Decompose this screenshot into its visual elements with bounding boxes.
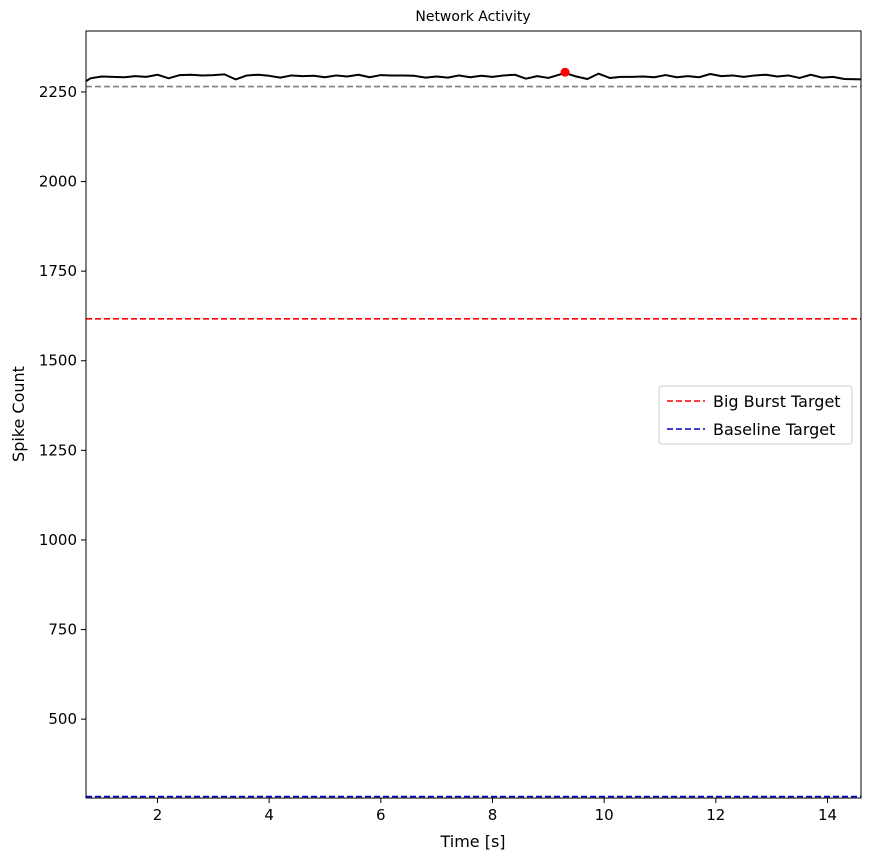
legend-label-big-burst-target: Big Burst Target <box>713 392 841 411</box>
y-tick-label: 2000 <box>39 173 77 191</box>
x-axis-title: Time [s] <box>439 832 505 851</box>
y-tick-label: 2250 <box>39 83 77 101</box>
peak-marker <box>560 67 570 77</box>
legend-box <box>658 385 853 445</box>
x-tick-label: 8 <box>488 806 498 824</box>
y-tick-label: 1250 <box>39 441 77 459</box>
activity-line <box>85 71 862 83</box>
plot-frame <box>85 30 862 799</box>
x-tick-label: 12 <box>706 806 725 824</box>
x-tick-label: 4 <box>264 806 274 824</box>
x-axis: 2 4 6 8 10 12 14 <box>153 798 837 824</box>
y-tick-label: 500 <box>48 710 77 728</box>
y-tick-label: 1750 <box>39 262 77 280</box>
y-tick-label: 1500 <box>39 352 77 370</box>
y-tick-label: 750 <box>48 621 77 639</box>
plot-area <box>85 67 862 798</box>
y-axis-title: Spike Count <box>9 366 28 462</box>
legend-label-baseline-target: Baseline Target <box>713 420 835 439</box>
x-tick-label: 6 <box>376 806 386 824</box>
x-tick-label: 14 <box>818 806 837 824</box>
chart-title: Network Activity <box>415 9 530 25</box>
legend: Big Burst Target Baseline Target <box>658 385 853 445</box>
y-axis: 500 750 1000 1250 1500 1750 2000 2250 <box>39 83 86 728</box>
y-tick-label: 1000 <box>39 531 77 549</box>
x-tick-label: 2 <box>153 806 163 824</box>
x-tick-label: 10 <box>595 806 614 824</box>
